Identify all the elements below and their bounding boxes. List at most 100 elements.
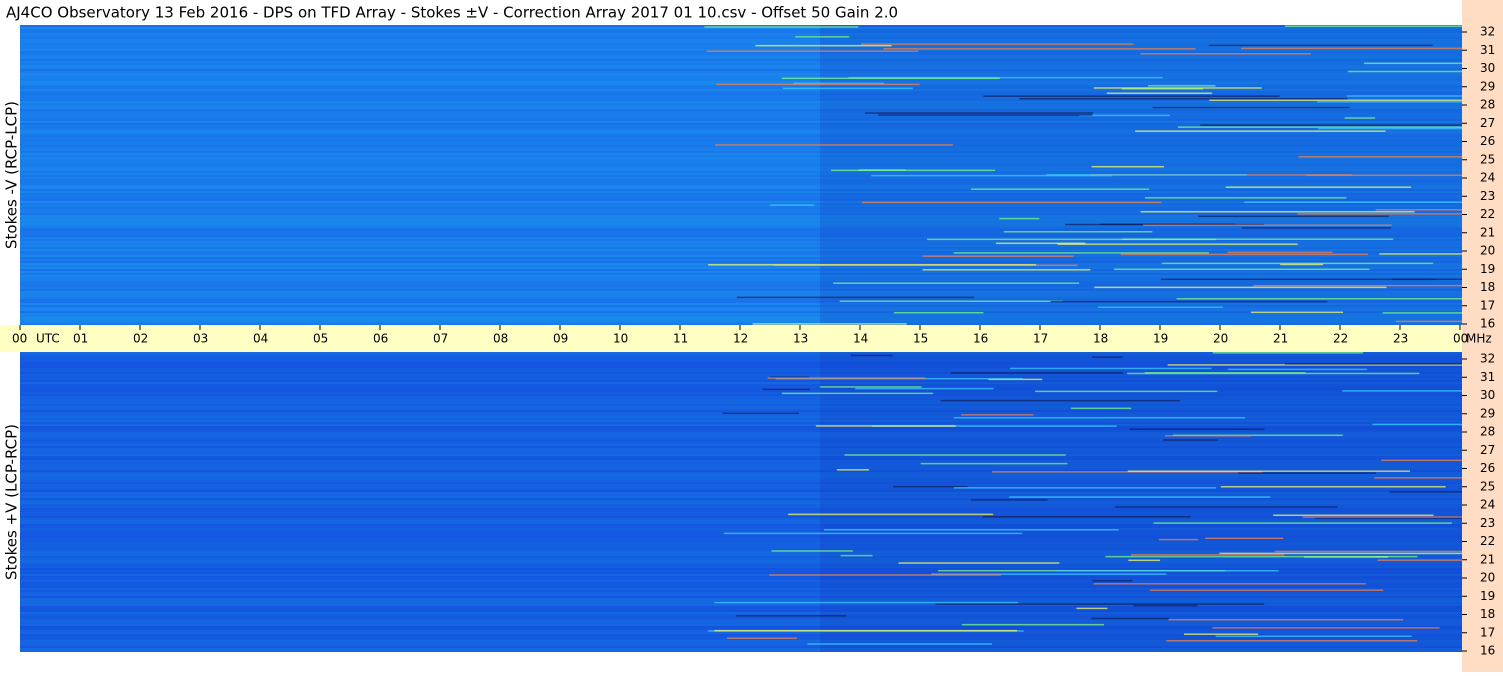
spectrum-stripe: [20, 372, 1462, 374]
spectrum-stripe: [20, 508, 1462, 510]
spectrum-streak: [1315, 517, 1462, 519]
spectrum-streak: [735, 615, 847, 617]
time-tick-label: 20: [1213, 332, 1228, 346]
spectrum-stripe: [20, 546, 1462, 548]
spectrum-stripe: [20, 77, 1462, 79]
spectrum-streak: [1377, 559, 1462, 561]
spectrum-stripe: [20, 241, 1462, 243]
spectrum-stripe: [20, 426, 1462, 428]
spectrum-stripe: [20, 307, 1462, 309]
spectrum-stripe: [20, 376, 1462, 378]
spectrum-stripe: [20, 133, 1462, 135]
spectrum-streak: [1344, 117, 1376, 119]
spectrum-streak: [1317, 127, 1462, 130]
spectrum-stripe: [20, 578, 1462, 580]
spectrum-stripe: [20, 235, 1462, 237]
spectrum-stripe: [20, 490, 1462, 492]
spectrum-streak: [1100, 223, 1235, 226]
spectrum-stripe: [20, 103, 1462, 105]
spectrum-stripe: [20, 109, 1462, 111]
spectrum-stripe: [20, 209, 1462, 211]
spectrum-stripe: [20, 364, 1462, 366]
spectrum-streak: [1374, 477, 1462, 479]
spectrum-stripe: [20, 628, 1462, 630]
spectrum-stripe: [20, 550, 1462, 552]
spectrum-streak: [840, 554, 873, 557]
spectrum-streak: [723, 532, 1023, 535]
spectrum-streak: [781, 392, 934, 395]
spectrum-stripe: [20, 279, 1462, 281]
time-tick-label: 13: [793, 332, 808, 346]
spectrum-stripe: [20, 498, 1462, 500]
spectrum-stripe: [20, 518, 1462, 520]
spectrum-stripe: [20, 446, 1462, 448]
freq-tick-label: 21: [1480, 552, 1495, 566]
spectrum-stripe: [20, 642, 1462, 644]
spectrum-stripe: [20, 101, 1462, 103]
spectrum-streak: [927, 238, 1217, 241]
spectrum-streak: [1056, 570, 1279, 572]
spectrum-stripe: [20, 570, 1462, 572]
spectrum-stripe: [20, 368, 1462, 370]
spectrum-stripe: [20, 125, 1462, 127]
spectrum-stripe: [20, 111, 1462, 113]
spectrum-stripe: [20, 648, 1462, 650]
spectrum-stripe: [20, 614, 1462, 616]
spectrum-streak: [1076, 607, 1108, 610]
spectrum-stripe: [20, 420, 1462, 422]
spectrum-stripe: [20, 650, 1462, 652]
spectrum-stripe: [20, 159, 1462, 161]
spectrum-stripe: [20, 418, 1462, 420]
spectrum-streak: [1094, 286, 1387, 289]
spectrum-streak: [953, 252, 1209, 254]
time-tick-label: 11: [673, 332, 688, 346]
freq-tick-label: 24: [1480, 498, 1495, 512]
spectrum-streak: [922, 269, 1091, 271]
spectrum-streak: [1285, 25, 1462, 27]
spectrum-streak: [1364, 62, 1462, 65]
spectrum-stripe: [20, 434, 1462, 436]
spectrum-stripe: [20, 354, 1462, 356]
spectrum-stripe: [20, 598, 1462, 600]
spectrum-stripe: [20, 512, 1462, 514]
spectrum-stripe: [20, 43, 1462, 45]
spectrum-streak: [1127, 372, 1420, 375]
spectrum-stripe: [20, 131, 1462, 133]
freq-tick-label: 19: [1480, 589, 1495, 603]
spectrum-streak: [1227, 368, 1367, 371]
spectrum-stripe: [20, 213, 1462, 215]
spectrum-stripe: [20, 85, 1462, 87]
time-tick-label: 07: [433, 332, 448, 346]
spectrum-streak: [931, 573, 1167, 575]
spectrum-streak: [1209, 99, 1462, 101]
spectrum-streak: [823, 529, 1119, 531]
spectrum-streak: [1120, 253, 1368, 256]
spectrum-streak: [1219, 552, 1462, 555]
spectrum-stripe: [20, 47, 1462, 49]
spectrum-streak: [922, 255, 1074, 257]
spectrum-streak: [1198, 215, 1389, 218]
spectrum-streak: [1127, 470, 1410, 472]
spectrum-stripe: [20, 225, 1462, 227]
spectrum-stripe: [20, 295, 1462, 297]
spectrum-stripe: [20, 285, 1462, 287]
spectrum-stripe: [20, 321, 1462, 323]
spectrum-streak: [1153, 522, 1452, 524]
spectrum-stripe: [20, 49, 1462, 51]
spectrum-stripe: [20, 456, 1462, 458]
spectrum-stripe: [20, 73, 1462, 75]
spectrum-stripe: [20, 79, 1462, 81]
time-tick-label: 09: [553, 332, 568, 346]
spectrum-streak: [1389, 491, 1462, 493]
spectrum-stripe: [20, 117, 1462, 119]
spectrum-stripe: [20, 360, 1462, 362]
spectrum-stripe: [20, 382, 1462, 384]
freq-tick-label: 30: [1480, 388, 1495, 402]
spectrum-stripe: [20, 155, 1462, 157]
spectrum-stripe: [20, 590, 1462, 592]
spectrum-stripe: [20, 582, 1462, 584]
spectrum-stripe: [20, 203, 1462, 205]
spectrum-stripe: [20, 486, 1462, 488]
spectrum-streak: [704, 26, 859, 28]
